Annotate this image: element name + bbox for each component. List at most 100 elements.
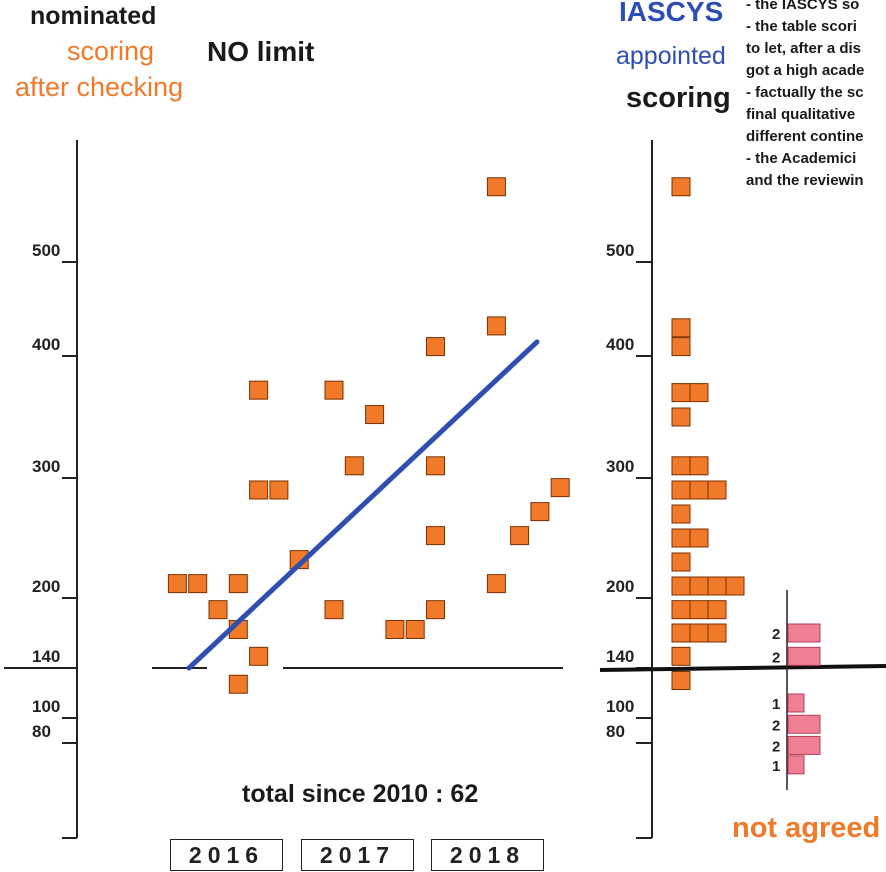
histogram-square xyxy=(725,576,745,596)
histogram-square xyxy=(671,646,691,666)
histogram-square xyxy=(707,623,727,643)
note-line: different contine xyxy=(746,128,864,145)
not-agreed-bar xyxy=(787,646,821,666)
histogram-square xyxy=(671,456,691,476)
not-agreed-count-label: 1 xyxy=(772,758,780,775)
scatter-point xyxy=(486,574,506,594)
scatter-point xyxy=(486,316,506,336)
scatter-point xyxy=(188,574,208,594)
histogram-square xyxy=(671,552,691,572)
left-y-tick-label: 500 xyxy=(32,241,60,260)
histogram-square xyxy=(689,456,709,476)
scatter-point xyxy=(324,380,344,400)
no-limit-title: NO limit xyxy=(207,36,315,67)
scoring-title-right: scoring xyxy=(626,82,731,114)
right-baseline xyxy=(599,664,886,672)
left-y-tick-label: 140 xyxy=(32,647,60,666)
histogram-square xyxy=(689,528,709,548)
scatter-point xyxy=(228,674,248,694)
not-agreed-bar xyxy=(787,735,821,755)
histogram-square xyxy=(671,337,691,357)
histogram-square xyxy=(671,407,691,427)
note-line: final qualitative xyxy=(746,106,856,123)
histogram-square xyxy=(671,383,691,403)
right-y-tick-label: 80 xyxy=(606,722,625,741)
not-agreed-count-label: 2 xyxy=(772,649,780,666)
appointed-label: appointed xyxy=(616,42,726,70)
scatter-point xyxy=(550,478,570,498)
scatter-point xyxy=(249,380,269,400)
histogram-square xyxy=(671,318,691,338)
notes-block: - the IASCYS so - the table scori to let… xyxy=(746,0,864,192)
right-y-tick-label: 400 xyxy=(606,335,634,354)
not-agreed-label: not agreed xyxy=(732,812,881,844)
histogram-square xyxy=(671,504,691,524)
scatter-point xyxy=(208,600,228,620)
scatter-point xyxy=(324,600,344,620)
scatter-point xyxy=(269,480,289,500)
histogram-square xyxy=(671,177,691,197)
scatter-point xyxy=(249,480,269,500)
histogram-square xyxy=(707,600,727,620)
iascys-label: IASCYS xyxy=(619,0,724,27)
histogram-square xyxy=(689,383,709,403)
trend-line xyxy=(186,339,540,671)
note-line: - the Academici xyxy=(746,150,857,167)
scatter-point xyxy=(405,620,425,639)
histogram-square xyxy=(689,576,709,596)
histogram-square xyxy=(671,576,691,596)
note-line: - the IASCYS so xyxy=(746,0,860,13)
scatter-point xyxy=(426,456,445,476)
left-y-tick-label: 200 xyxy=(32,577,60,596)
year-box-2018: 2018 xyxy=(431,839,544,871)
year-box-2016: 2016 xyxy=(170,839,283,871)
scatter-point xyxy=(249,646,269,666)
not-agreed-count-label: 2 xyxy=(772,717,780,734)
histogram-square xyxy=(707,576,727,596)
not-agreed-count-label: 1 xyxy=(772,696,780,713)
histogram-square xyxy=(689,480,709,500)
scatter-point xyxy=(344,456,364,476)
histogram-square xyxy=(689,623,709,643)
histogram-square xyxy=(689,600,709,620)
histogram-square xyxy=(671,623,691,643)
note-line: and the reviewin xyxy=(746,172,864,189)
not-agreed-count-label: 2 xyxy=(772,626,780,643)
scatter-point xyxy=(530,502,550,522)
right-y-tick-label: 100 xyxy=(606,697,634,716)
nominated-label: nominated xyxy=(30,2,157,30)
histogram-square xyxy=(707,480,727,500)
right-y-tick-label: 140 xyxy=(606,647,634,666)
right-y-tick-label: 500 xyxy=(606,241,634,260)
scatter-point xyxy=(365,405,385,425)
after-checking-label: after checking xyxy=(15,72,184,102)
scatter-point xyxy=(426,600,445,620)
histogram-square xyxy=(671,600,691,620)
histogram-square xyxy=(671,671,691,690)
scatter-point xyxy=(385,620,405,639)
right-y-tick-label: 300 xyxy=(606,457,634,476)
scatter-point xyxy=(486,177,506,197)
left-y-tick-label: 300 xyxy=(32,457,60,476)
year-box-2017: 2017 xyxy=(301,839,414,871)
right-y-tick-label: 200 xyxy=(606,577,634,596)
left-y-tick-label: 400 xyxy=(32,335,60,354)
histogram-square xyxy=(671,480,691,500)
total-label: total since 2010 : 62 xyxy=(242,780,479,808)
histogram-square xyxy=(671,528,691,548)
scatter-point xyxy=(167,574,187,594)
scatter-point xyxy=(426,526,445,546)
note-line: - factually the sc xyxy=(746,84,864,101)
left-y-tick-label: 80 xyxy=(32,722,51,741)
note-line: - the table scori xyxy=(746,18,857,35)
scoring-label: scoring xyxy=(67,36,155,66)
scatter-point xyxy=(510,526,530,546)
left-y-tick-label: 100 xyxy=(32,697,60,716)
not-agreed-bar xyxy=(787,714,821,734)
note-line: to let, after a dis xyxy=(746,40,862,57)
not-agreed-bar xyxy=(787,755,805,775)
note-line: got a high acade xyxy=(746,62,865,79)
not-agreed-count-label: 2 xyxy=(772,738,780,755)
not-agreed-bar xyxy=(787,623,821,643)
